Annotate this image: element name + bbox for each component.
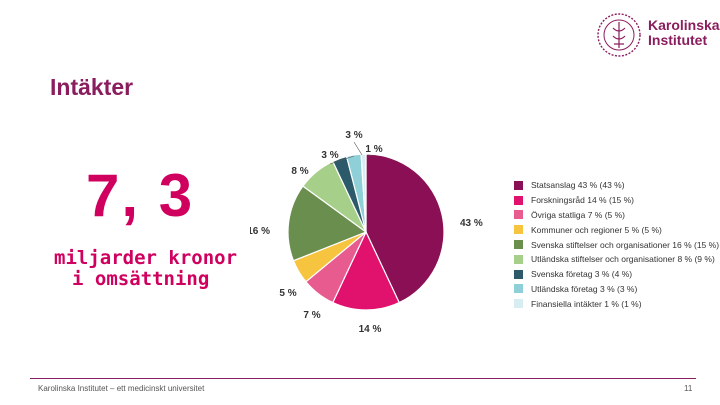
legend-label: Forskningsråd 14 % (15 %) bbox=[531, 195, 634, 206]
slice-label-5: 16 % bbox=[250, 226, 270, 237]
legend-item: Finansiella intäkter 1 % (1 %) bbox=[514, 296, 719, 311]
leader-line-1 bbox=[329, 155, 355, 165]
legend-item: Övriga statliga 7 % (5 %) bbox=[514, 208, 719, 223]
pie-slice-9 bbox=[360, 153, 367, 233]
subtitle: miljarder kronor i omsättning bbox=[54, 248, 237, 290]
subtitle-line-2: i omsättning bbox=[72, 268, 210, 290]
legend-label: Övriga statliga 7 % (5 %) bbox=[531, 209, 626, 220]
legend-label: Svenska stiftelser och organisationer 16… bbox=[531, 239, 720, 250]
logo-line-2: Institutet bbox=[648, 32, 708, 48]
leader-line-2 bbox=[353, 141, 363, 156]
slice-label-6: 8 % bbox=[291, 166, 308, 177]
legend-label: Utländska företag 3 % (3 %) bbox=[531, 283, 638, 294]
legend-swatch bbox=[514, 180, 523, 190]
legend-swatch bbox=[514, 195, 523, 205]
subtitle-line-1: miljarder kronor bbox=[54, 247, 238, 269]
slice-label-3: 7 % bbox=[303, 310, 320, 321]
pie-slice-2 bbox=[331, 230, 401, 311]
legend-swatch bbox=[514, 225, 523, 235]
legend-label: Utländska stiftelser och organisationer … bbox=[531, 254, 715, 265]
slice-label-9: 1 % bbox=[365, 144, 382, 155]
slice-label-7: 3 % bbox=[321, 150, 338, 161]
page-number: 11 bbox=[684, 384, 693, 393]
pie-slice-1 bbox=[365, 153, 445, 304]
slice-label-4: 5 % bbox=[279, 288, 296, 299]
slice-label-2: 14 % bbox=[359, 324, 382, 335]
legend-label: Finansiella intäkter 1 % (1 %) bbox=[531, 298, 642, 309]
legend-swatch bbox=[514, 210, 523, 220]
slide-title: Intäkter bbox=[50, 74, 134, 100]
footer-divider bbox=[30, 378, 696, 379]
legend-swatch bbox=[514, 240, 523, 250]
legend-swatch bbox=[514, 269, 523, 279]
chart-legend: Statsanslag 43 % (43 %) Forskningsråd 14 … bbox=[514, 178, 719, 311]
pie-slice-5 bbox=[287, 185, 368, 262]
pie-chart: 43 %14 %7 %5 %16 %8 %3 %3 %1 % bbox=[250, 130, 483, 335]
legend-swatch bbox=[514, 284, 523, 294]
karolinska-seal-icon bbox=[597, 13, 641, 57]
legend-label: Svenska företag 3 % (4 %) bbox=[531, 269, 633, 280]
legend-item: Utländska stiftelser och organisationer … bbox=[514, 252, 719, 267]
leader-line-3 bbox=[367, 154, 375, 157]
legend-swatch bbox=[514, 299, 523, 309]
legend-item: Svenska stiftelser och organisationer 16… bbox=[514, 237, 719, 252]
big-number: 7, 3 bbox=[86, 162, 195, 229]
slice-label-1: 43 % bbox=[460, 218, 483, 229]
legend-label: Statsanslag 43 % (43 %) bbox=[531, 180, 625, 191]
legend-label: Kommuner och regioner 5 % (5 %) bbox=[531, 224, 662, 235]
legend-item: Forskningsråd 14 % (15 %) bbox=[514, 193, 719, 208]
logo-text: Karolinska Institutet bbox=[648, 18, 720, 48]
legend-swatch bbox=[514, 254, 523, 264]
legend-item: Kommuner och regioner 5 % (5 %) bbox=[514, 222, 719, 237]
slice-label-8: 3 % bbox=[345, 130, 362, 141]
logo-line-1: Karolinska bbox=[648, 17, 720, 33]
legend-item: Svenska företag 3 % (4 %) bbox=[514, 267, 719, 282]
legend-item: Utländska företag 3 % (3 %) bbox=[514, 282, 719, 297]
footer-text: Karolinska Institutet – ett medicinskt u… bbox=[38, 384, 205, 393]
legend-item: Statsanslag 43 % (43 %) bbox=[514, 178, 719, 193]
karolinska-logo: Karolinska Institutet bbox=[596, 12, 720, 60]
